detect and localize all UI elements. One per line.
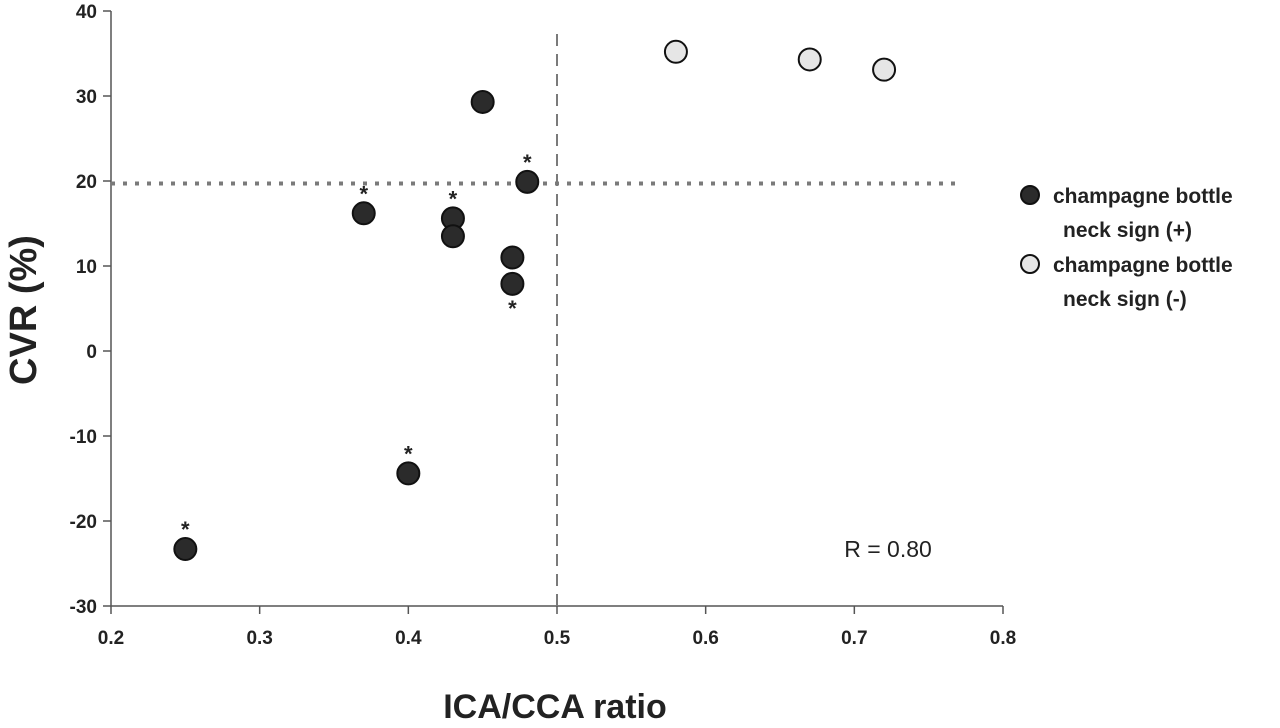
legend-marker bbox=[1020, 185, 1040, 205]
x-tick-label: 0.4 bbox=[395, 628, 422, 649]
significance-asterisk: * bbox=[181, 517, 190, 542]
y-axis-title: CVR (%) bbox=[3, 235, 45, 385]
y-tick-label: -30 bbox=[70, 597, 97, 618]
data-point bbox=[173, 537, 198, 562]
y-tick-label: 0 bbox=[86, 342, 97, 363]
x-tick-label: 0.5 bbox=[544, 628, 571, 649]
legend-marker bbox=[1020, 254, 1040, 274]
x-tick-label: 0.6 bbox=[692, 628, 718, 649]
x-tick-label: 0.2 bbox=[98, 628, 124, 649]
legend-label: champagne bottle bbox=[1053, 185, 1233, 208]
y-tick-label: 40 bbox=[76, 2, 97, 23]
data-point bbox=[351, 201, 376, 226]
significance-asterisk: * bbox=[523, 150, 532, 175]
data-point bbox=[797, 47, 822, 72]
x-tick-label: 0.8 bbox=[990, 628, 1016, 649]
data-point bbox=[500, 245, 525, 270]
significance-asterisk: * bbox=[449, 186, 458, 211]
correlation-annotation: R = 0.80 bbox=[844, 536, 932, 562]
x-axis-title: ICA/CCA ratio bbox=[443, 688, 667, 726]
y-tick-label: -20 bbox=[70, 512, 97, 533]
data-point bbox=[396, 461, 421, 486]
axes: 40 30 20 10 0 -10 -20 -300.2 0.3 0.4 0.5 0.6 0.7 0.8 bbox=[70, 2, 1017, 649]
data-point bbox=[440, 224, 465, 249]
y-tick-label: -10 bbox=[70, 427, 97, 448]
data-point bbox=[470, 89, 495, 114]
legend: champagne bottle neck sign (+) champagne b… bbox=[1020, 185, 1233, 311]
x-tick-label: 0.3 bbox=[246, 628, 272, 649]
data-point bbox=[515, 169, 540, 194]
y-tick-label: 20 bbox=[76, 172, 97, 193]
significance-asterisk: * bbox=[359, 181, 368, 206]
significance-asterisk: * bbox=[404, 441, 413, 466]
data-points: * * * * * * bbox=[173, 39, 897, 562]
legend-label: neck sign (+) bbox=[1063, 219, 1192, 242]
legend-label: neck sign (-) bbox=[1063, 288, 1187, 311]
y-tick-label: 30 bbox=[76, 87, 97, 108]
reference-lines bbox=[111, 34, 960, 606]
y-tick-label: 10 bbox=[76, 257, 97, 278]
data-point bbox=[663, 39, 688, 64]
significance-asterisk: * bbox=[508, 296, 517, 321]
legend-label: champagne bottle bbox=[1053, 254, 1233, 277]
x-tick-label: 0.7 bbox=[841, 628, 867, 649]
data-point bbox=[872, 57, 897, 82]
data-point bbox=[500, 271, 525, 296]
